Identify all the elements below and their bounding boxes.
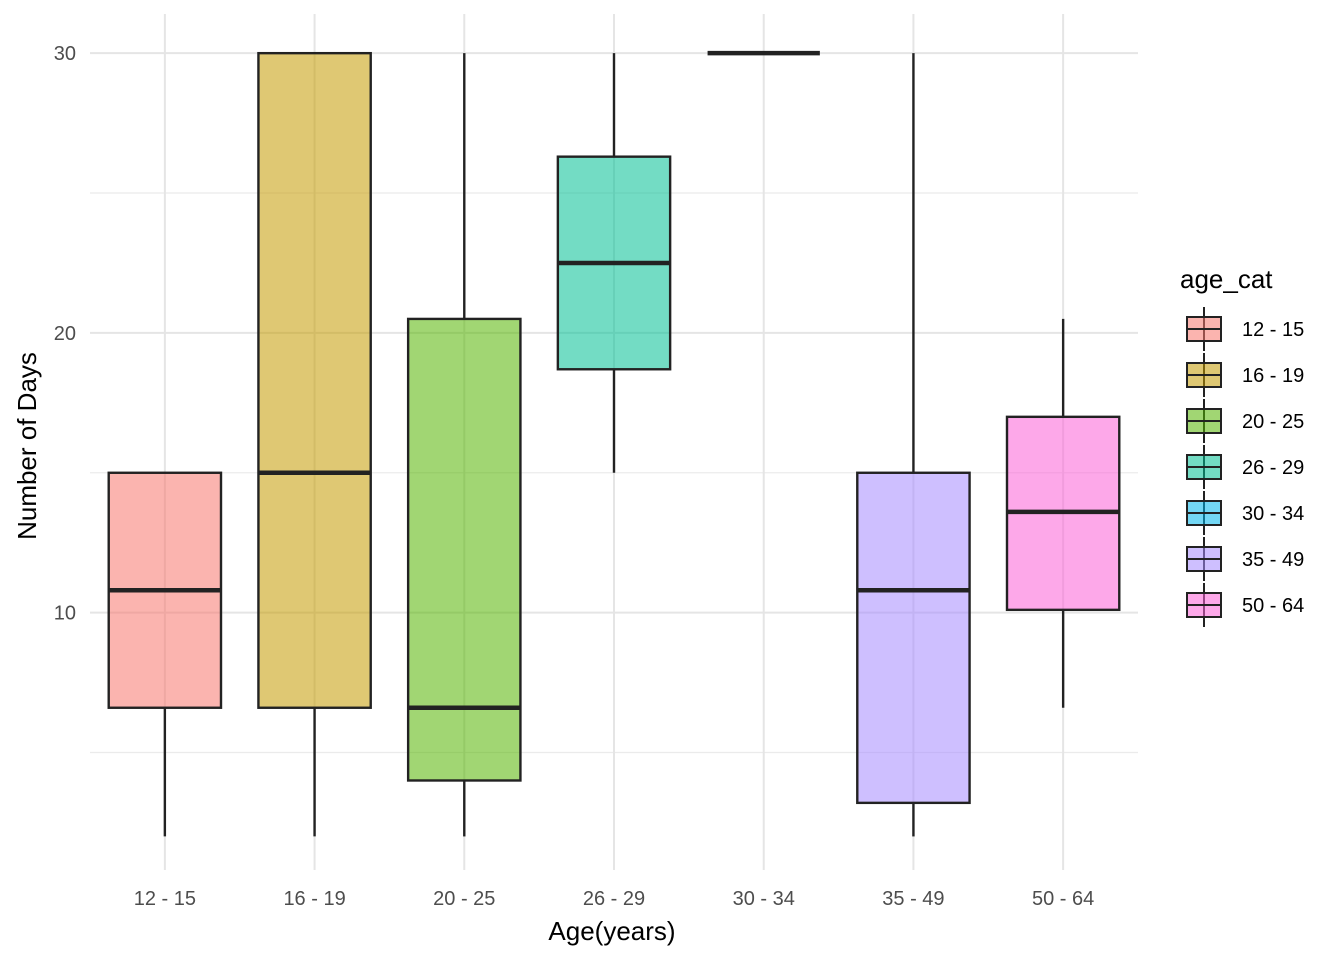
legend-item-20-25: 20 - 25 xyxy=(1186,399,1304,443)
y-axis-title: Number of Days xyxy=(12,352,42,540)
box-16-19 xyxy=(257,51,372,837)
legend-item-30-34: 30 - 34 xyxy=(1186,491,1304,535)
y-axis: 10 20 30 xyxy=(54,43,76,624)
x-axis: 12 - 15 16 - 19 20 - 25 26 - 29 30 - 34 35 - … xyxy=(134,888,1095,910)
x-tick-label: 12 - 15 xyxy=(134,888,196,910)
legend-label: 16 - 19 xyxy=(1242,365,1304,387)
box-35-49 xyxy=(856,53,971,837)
legend-label: 20 - 25 xyxy=(1242,411,1304,433)
x-tick-label: 35 - 49 xyxy=(882,888,944,910)
box-12-15 xyxy=(107,471,223,837)
box-26-29 xyxy=(556,53,672,473)
x-tick-label: 16 - 19 xyxy=(283,888,345,910)
y-tick-label: 10 xyxy=(54,603,76,625)
legend-label: 12 - 15 xyxy=(1242,319,1304,341)
x-tick-label: 30 - 34 xyxy=(733,888,795,910)
legend-label: 50 - 64 xyxy=(1242,595,1304,617)
legend-title: age_cat xyxy=(1180,264,1273,294)
box-body xyxy=(856,471,971,805)
box-body xyxy=(257,51,372,709)
y-tick-label: 20 xyxy=(54,323,76,345)
legend-item-26-29: 26 - 29 xyxy=(1186,445,1304,489)
legend-item-12-15: 12 - 15 xyxy=(1186,307,1304,351)
legend-label: 26 - 29 xyxy=(1242,457,1304,479)
legend-item-16-19: 16 - 19 xyxy=(1186,353,1304,397)
y-tick-label: 30 xyxy=(54,43,76,65)
box-body xyxy=(406,317,522,782)
legend-label: 35 - 49 xyxy=(1242,549,1304,571)
legend-label: 30 - 34 xyxy=(1242,503,1304,525)
x-tick-label: 26 - 29 xyxy=(583,888,645,910)
box-20-25 xyxy=(406,53,522,837)
boxes xyxy=(107,50,1121,837)
x-tick-label: 20 - 25 xyxy=(433,888,495,910)
legend-item-50-64: 50 - 64 xyxy=(1186,583,1304,627)
legend: age_cat 12 - 15 16 - 19 20 - 25 26 - 29 30 -… xyxy=(1180,264,1304,627)
legend-item-35-49: 35 - 49 xyxy=(1186,537,1304,581)
x-axis-title: Age(years) xyxy=(548,916,675,946)
box-50-64 xyxy=(1005,318,1121,708)
x-tick-label: 50 - 64 xyxy=(1032,888,1094,910)
